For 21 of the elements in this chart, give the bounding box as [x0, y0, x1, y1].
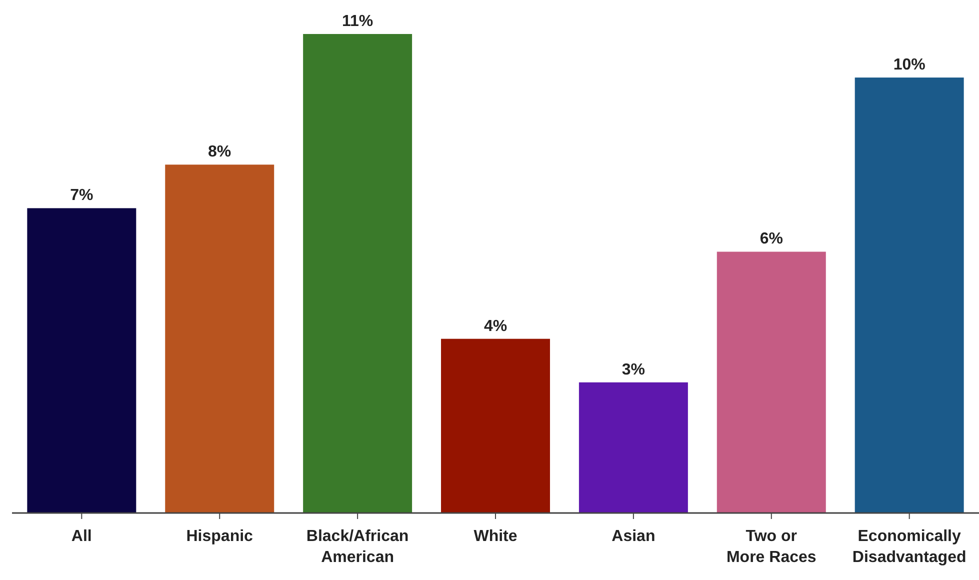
data-label: 4% — [484, 318, 508, 335]
x-tick-label: Hispanic — [186, 528, 254, 545]
data-label: 3% — [622, 361, 646, 378]
x-tick-label: Two or More Races — [726, 528, 816, 566]
bar — [165, 164, 274, 513]
x-tick-label: Asian — [612, 528, 656, 545]
data-label: 6% — [760, 230, 783, 248]
data-label: 8% — [208, 144, 232, 161]
data-label: 7% — [70, 187, 94, 204]
bar — [303, 34, 412, 513]
x-tick-label: Black/African American — [306, 528, 409, 566]
bar — [578, 382, 688, 513]
bar — [441, 338, 550, 513]
bar — [854, 78, 964, 513]
data-label: 11% — [342, 13, 374, 30]
x-tick-label: All — [71, 528, 92, 545]
bar — [716, 252, 826, 513]
x-tick-label: Economically Disadvantaged — [852, 528, 966, 566]
data-label: 10% — [893, 56, 926, 74]
bar — [27, 208, 136, 513]
x-tick-label: White — [474, 528, 518, 545]
